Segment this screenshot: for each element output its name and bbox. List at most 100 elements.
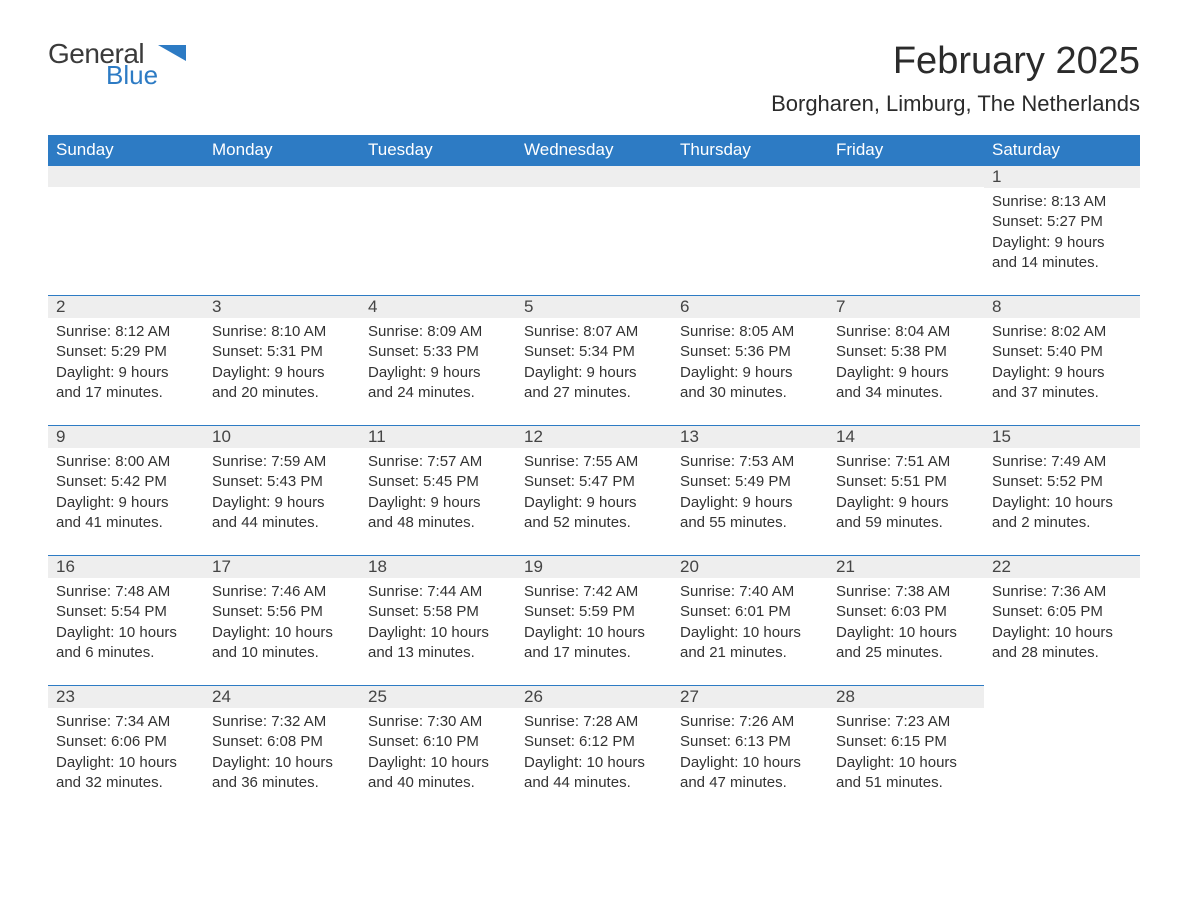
sunset-line: Sunset: 6:05 PM [992,602,1132,622]
sunrise-line: Sunrise: 7:36 AM [992,582,1132,602]
weekday-thursday: Thursday [672,135,828,165]
day-number: 10 [204,425,360,448]
day-number: 6 [672,295,828,318]
daylight-line: and 51 minutes. [836,773,976,793]
day-number: 1 [984,165,1140,188]
daylight-line: and 17 minutes. [524,643,664,663]
daylight-line: Daylight: 10 hours [992,493,1132,513]
day-number: 26 [516,685,672,708]
sunrise-line: Sunrise: 8:10 AM [212,322,352,342]
daylight-line: and 41 minutes. [56,513,196,533]
sunrise-line: Sunrise: 7:28 AM [524,712,664,732]
day-number: 28 [828,685,984,708]
day-number: 19 [516,555,672,578]
daylight-line: Daylight: 10 hours [836,753,976,773]
daylight-line: and 52 minutes. [524,513,664,533]
day-number: 21 [828,555,984,578]
calendar-cell: 1Sunrise: 8:13 AMSunset: 5:27 PMDaylight… [984,165,1140,295]
daylight-line: Daylight: 10 hours [368,623,508,643]
calendar-cell: 18Sunrise: 7:44 AMSunset: 5:58 PMDayligh… [360,555,516,685]
sunset-line: Sunset: 5:47 PM [524,472,664,492]
sunset-line: Sunset: 6:15 PM [836,732,976,752]
sunset-line: Sunset: 5:29 PM [56,342,196,362]
sunset-line: Sunset: 5:49 PM [680,472,820,492]
calendar: Sunday Monday Tuesday Wednesday Thursday… [48,135,1140,815]
daylight-line: Daylight: 10 hours [992,623,1132,643]
sunrise-line: Sunrise: 7:32 AM [212,712,352,732]
sunset-line: Sunset: 5:58 PM [368,602,508,622]
calendar-cell: 12Sunrise: 7:55 AMSunset: 5:47 PMDayligh… [516,425,672,555]
sunrise-line: Sunrise: 7:42 AM [524,582,664,602]
sunset-line: Sunset: 5:31 PM [212,342,352,362]
sunset-line: Sunset: 6:06 PM [56,732,196,752]
sunrise-line: Sunrise: 8:04 AM [836,322,976,342]
daylight-line: Daylight: 10 hours [368,753,508,773]
day-number [48,165,204,187]
sunset-line: Sunset: 5:43 PM [212,472,352,492]
sunset-line: Sunset: 6:08 PM [212,732,352,752]
daylight-line: Daylight: 10 hours [524,753,664,773]
day-number [360,165,516,187]
sunrise-line: Sunrise: 8:00 AM [56,452,196,472]
sunrise-line: Sunrise: 7:23 AM [836,712,976,732]
flag-icon [158,45,186,72]
calendar-cell-blank [828,165,984,295]
daylight-line: Daylight: 10 hours [212,753,352,773]
daylight-line: and 21 minutes. [680,643,820,663]
day-number [672,165,828,187]
calendar-cell: 10 Sunrise: 7:59 AMSunset: 5:43 PMDayligh… [204,425,360,555]
daylight-line: Daylight: 9 hours [680,493,820,513]
sunset-line: Sunset: 6:01 PM [680,602,820,622]
sunset-line: Sunset: 5:36 PM [680,342,820,362]
daylight-line: and 34 minutes. [836,383,976,403]
daylight-line: Daylight: 9 hours [56,363,196,383]
day-number: 13 [672,425,828,448]
sunrise-line: Sunrise: 8:13 AM [992,192,1132,212]
logo-blue: Blue [106,62,158,88]
sunrise-line: Sunrise: 7:59 AM [212,452,352,472]
daylight-line: Daylight: 9 hours [680,363,820,383]
calendar-cell: 8Sunrise: 8:02 AMSunset: 5:40 PMDaylight… [984,295,1140,425]
calendar-cell-blank [204,165,360,295]
calendar-cell: 27Sunrise: 7:26 AMSunset: 6:13 PMDayligh… [672,685,828,815]
daylight-line: Daylight: 10 hours [680,753,820,773]
sunrise-line: Sunrise: 7:30 AM [368,712,508,732]
day-number: 27 [672,685,828,708]
daylight-line: and 10 minutes. [212,643,352,663]
daylight-line: and 28 minutes. [992,643,1132,663]
calendar-cell: 5Sunrise: 8:07 AMSunset: 5:34 PMDaylight… [516,295,672,425]
calendar-cell-blank [516,165,672,295]
logo-text: General Blue [48,40,158,88]
calendar-cell-blank [672,165,828,295]
day-number: 14 [828,425,984,448]
sunset-line: Sunset: 6:10 PM [368,732,508,752]
sunrise-line: Sunrise: 8:05 AM [680,322,820,342]
daylight-line: and 36 minutes. [212,773,352,793]
day-number: 17 [204,555,360,578]
daylight-line: Daylight: 9 hours [212,493,352,513]
calendar-body: 1Sunrise: 8:13 AMSunset: 5:27 PMDaylight… [48,165,1140,815]
sunrise-line: Sunrise: 7:46 AM [212,582,352,602]
daylight-line: Daylight: 9 hours [524,363,664,383]
sunset-line: Sunset: 5:40 PM [992,342,1132,362]
sunrise-line: Sunrise: 7:34 AM [56,712,196,732]
day-number: 8 [984,295,1140,318]
daylight-line: and 48 minutes. [368,513,508,533]
weekday-friday: Friday [828,135,984,165]
daylight-line: and 47 minutes. [680,773,820,793]
calendar-cell: 22Sunrise: 7:36 AMSunset: 6:05 PMDayligh… [984,555,1140,685]
day-number: 11 [360,425,516,448]
weekday-wednesday: Wednesday [516,135,672,165]
day-number: 25 [360,685,516,708]
day-number: 4 [360,295,516,318]
daylight-line: and 6 minutes. [56,643,196,663]
calendar-cell: 15Sunrise: 7:49 AMSunset: 5:52 PMDayligh… [984,425,1140,555]
day-number [828,165,984,187]
sunset-line: Sunset: 5:34 PM [524,342,664,362]
daylight-line: and 37 minutes. [992,383,1132,403]
day-number [516,165,672,187]
daylight-line: and 55 minutes. [680,513,820,533]
month-title: February 2025 [771,40,1140,83]
daylight-line: and 17 minutes. [56,383,196,403]
day-number: 5 [516,295,672,318]
